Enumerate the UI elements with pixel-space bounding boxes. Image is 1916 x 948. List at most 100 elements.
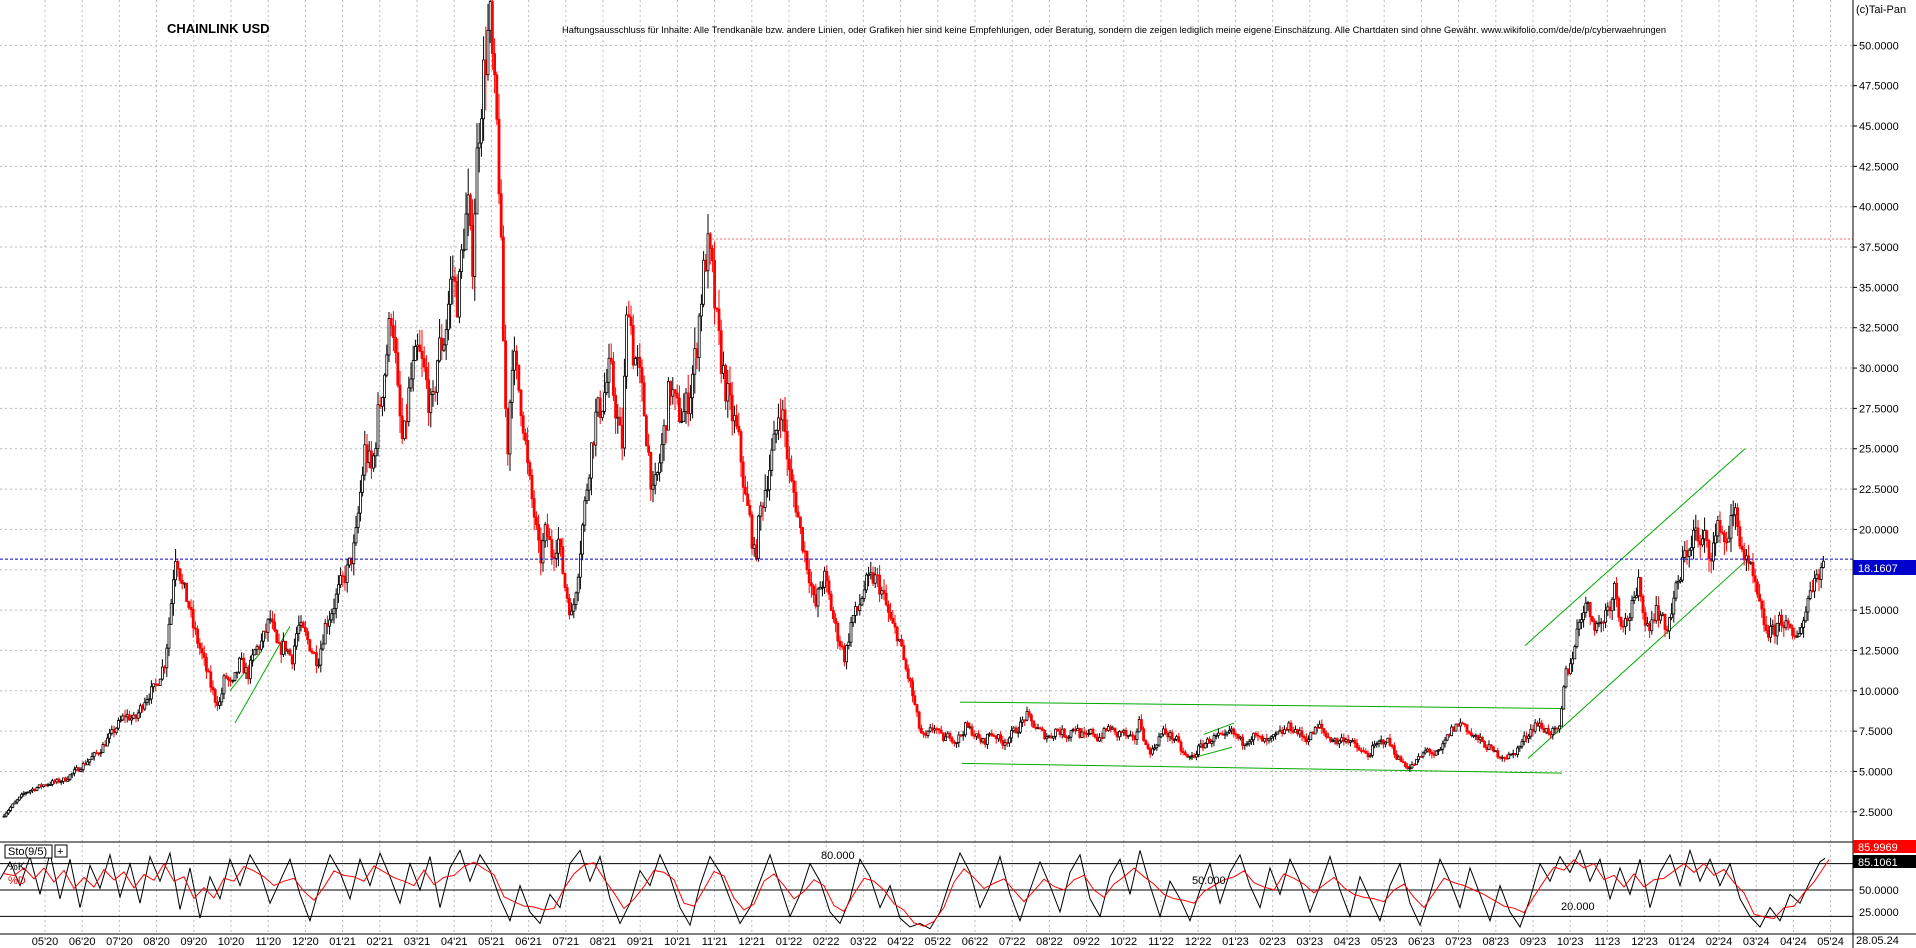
candle-body — [356, 512, 360, 528]
candle-body — [1135, 731, 1139, 741]
x-tick-label: 10'23 — [1557, 936, 1584, 948]
x-tick-label: 09'20 — [181, 936, 208, 948]
candle-body — [1089, 728, 1093, 734]
candle-body — [515, 350, 518, 366]
y-tick-label: 40.0000 — [1859, 202, 1899, 214]
level-80-label: 80.000 — [821, 850, 855, 862]
candle-body — [121, 715, 125, 721]
candle-body — [86, 761, 89, 766]
sto-k-value: 85.9969 — [1858, 842, 1898, 854]
candle-body — [715, 307, 719, 310]
candle-body — [455, 280, 459, 318]
candle-body — [1758, 593, 1761, 602]
candle-body — [1210, 741, 1214, 744]
candle-body — [924, 733, 928, 736]
candle-body — [1507, 754, 1511, 759]
candle-body — [728, 383, 732, 396]
candle-body — [345, 564, 349, 583]
expand-panel-button[interactable] — [54, 844, 68, 858]
indicator-name-box[interactable] — [4, 844, 53, 859]
candle-body — [1575, 628, 1579, 648]
candle-body — [1245, 743, 1249, 746]
x-tick-label: 12'20 — [292, 936, 319, 948]
candle-body — [57, 778, 61, 783]
candle-body — [854, 606, 857, 616]
candle-body — [1234, 733, 1238, 736]
candle-body — [576, 576, 580, 594]
candle-body — [1760, 600, 1764, 610]
candle-body — [735, 415, 738, 427]
candle-body — [1133, 735, 1137, 741]
candle-body — [1769, 626, 1772, 638]
candle-body — [1670, 613, 1673, 619]
candle-body — [845, 645, 848, 663]
candle-body — [321, 643, 325, 650]
candle-body — [972, 734, 976, 737]
candle-body — [1635, 595, 1638, 598]
candle-body — [431, 391, 435, 395]
candle-body — [981, 738, 985, 743]
candle-body — [744, 486, 747, 495]
candle-body — [510, 369, 514, 403]
candle-body — [1195, 754, 1198, 758]
candle-body — [213, 689, 217, 703]
candle-body — [605, 381, 609, 394]
candle-body — [1725, 541, 1728, 544]
candle-body — [777, 417, 780, 431]
candle-body — [1775, 622, 1779, 637]
sto-y-tick-label: 50.0000 — [1859, 885, 1899, 897]
candle-body — [169, 603, 173, 625]
candle-body — [851, 615, 855, 623]
x-end-label: 28.05.24 — [1856, 935, 1899, 947]
candle-body — [939, 729, 943, 734]
candle-body — [73, 769, 76, 774]
candle-body — [1122, 729, 1126, 733]
candle-body — [1439, 748, 1442, 751]
candle-body — [1225, 731, 1229, 735]
candle-body — [1608, 606, 1612, 612]
candle-body — [1767, 630, 1770, 638]
candle-body — [42, 784, 45, 787]
candle-body — [1164, 728, 1167, 734]
candle-body — [1357, 747, 1361, 751]
candle-body — [1346, 739, 1350, 743]
candle-body — [457, 271, 461, 318]
candle-body — [1723, 532, 1726, 543]
candle-body — [920, 727, 923, 734]
candle-body — [1397, 756, 1401, 760]
candle-body — [127, 714, 131, 721]
candle-body — [323, 623, 327, 645]
candle-body — [1619, 616, 1623, 627]
candle-body — [198, 642, 202, 649]
candle-body — [1335, 738, 1339, 745]
candle-body — [158, 678, 162, 686]
candle-body — [484, 59, 488, 76]
candle-body — [88, 758, 92, 763]
candle-body — [752, 544, 756, 549]
candle-body — [658, 462, 661, 474]
candle-body — [1654, 605, 1658, 622]
candle-body — [81, 762, 85, 771]
candle-body — [946, 733, 950, 738]
candle-body — [1511, 753, 1515, 755]
candle-body — [145, 699, 149, 703]
candle-body — [1118, 731, 1121, 738]
candle-body — [1316, 726, 1319, 729]
candle-body — [1082, 731, 1086, 734]
candle-body — [1474, 734, 1478, 737]
candle-body — [1019, 721, 1022, 733]
candle-body — [286, 649, 290, 652]
candle-body — [1503, 756, 1506, 759]
candle-body — [1272, 734, 1275, 738]
candle-body — [1406, 766, 1409, 769]
candle-body — [825, 570, 829, 582]
candle-body — [1549, 733, 1552, 736]
candle-body — [933, 728, 936, 731]
candle-body — [1060, 728, 1064, 736]
candle-body — [1100, 737, 1104, 740]
candle-body — [9, 806, 13, 811]
candle-body — [541, 540, 545, 564]
candle-body — [229, 679, 233, 682]
candle-body — [1344, 739, 1348, 742]
candle-body — [253, 649, 257, 656]
